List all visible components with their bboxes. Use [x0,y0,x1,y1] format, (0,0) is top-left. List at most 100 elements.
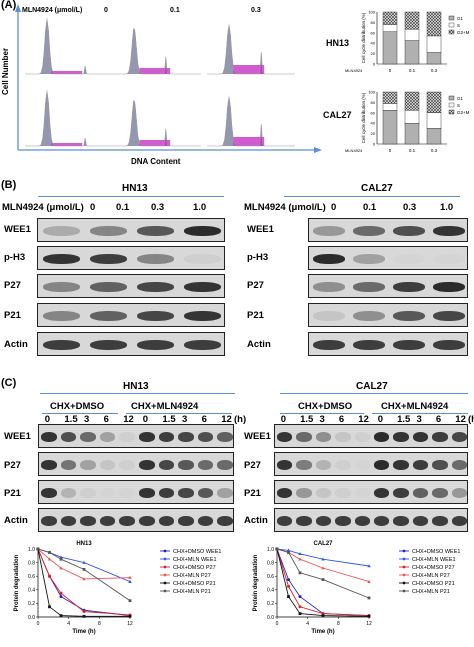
blot-band [354,515,371,526]
bar-segment-S [426,112,442,129]
series-point [82,610,86,614]
bar-legend-label: G1 [457,96,464,101]
series-point [128,614,132,618]
blot-band [183,310,222,321]
bar-legend-swatch [448,22,455,28]
blot-c-cal27-Actin [274,508,468,532]
bar-legend-label: G2+M [457,110,470,115]
series-point [321,557,325,561]
legend-label: CHX+MLN P21 [412,589,450,595]
series-point [59,591,63,595]
line-ytick-label: 0.0 [267,615,274,621]
blot-band [393,281,425,292]
histogram-fill [207,23,295,74]
bar-chart-1: 0 20 40 60 80 100 0 0.1 0.3 MLN4924 Cell cycle dis… [345,90,470,154]
histogram-outline [25,19,113,75]
line-ytick-label: 0.2 [267,601,274,607]
histogram-0-0 [25,17,113,75]
blot-band [178,515,194,526]
legend-marker [402,581,406,585]
b-row-actin: Actin [4,339,28,350]
blot-band [119,515,136,526]
series-point [298,605,302,609]
bar-ytick-label: 20 [371,131,376,136]
line-xtick-label: 4 [306,621,309,627]
blot-c-cal27-P27 [274,452,468,476]
bar-segment-G2+M [404,91,420,111]
panel-c-hn13-line [40,393,235,394]
c-cal27-group-line-2 [372,413,468,414]
blot-band [433,225,465,236]
bar-segment-G2+M [404,11,420,30]
legend-label: CHX+MLN WEE1 [412,557,456,563]
line-ytick-label: 1.0 [267,547,274,553]
s-phase-fill [233,65,265,74]
c-row-p21: P21 [4,488,21,499]
blot-band [353,310,385,321]
blot-c-hn13-P27 [38,452,234,476]
c-time-label: 0 [44,414,51,425]
bar-segment-G1 [404,122,420,145]
bar-ytick-label: 80 [371,100,376,105]
series-point [48,605,51,609]
panel-b-conc-3: 1.0 [193,202,207,213]
blot-band [373,431,390,442]
blot-band [40,515,57,526]
series-point [82,560,86,564]
blot-band [432,459,448,470]
legend-marker [402,565,406,569]
histogram-fill [207,95,295,146]
histogram-outline [207,97,295,147]
c-time-unit: (h) [234,414,247,425]
blot-band [138,487,155,498]
c-row-wee1-cal27: WEE1 [244,431,271,442]
blot-band [313,253,345,264]
blot-band [313,339,345,350]
blot-band [183,339,222,350]
line-xtick-label: 8 [337,621,340,627]
line-ytick-label: 0.2 [28,601,35,607]
blot-c-hn13-WEE1 [38,424,234,448]
blot-band [433,254,465,264]
bar-segment-G1 [382,109,398,145]
c-time-label: 1.5 [162,414,176,425]
blot-band [373,487,390,498]
blot-band [197,515,214,526]
degradation-chart-1: CAL27 0.0 0.2 0.4 0.6 0.8 1.0 0 4 8 12 Time (h) Prot… [253,541,460,635]
blot-band [99,459,116,470]
panel-c-cell-cal27: CAL27 [356,381,388,392]
c-time-label: 1.5 [397,414,411,425]
c-row-actin-cal27: Actin [244,515,268,526]
blot-band [296,431,312,442]
blot-band [136,253,175,264]
bar-segment-G1 [426,128,442,145]
blot-band [433,310,465,321]
c-time-label: 1.5 [300,414,314,425]
blot-band [89,225,128,236]
line-xtick-label: 4 [67,621,70,627]
bar-ytick-label: 40 [371,41,376,46]
histogram-0-2 [207,23,295,75]
histogram-outline [207,25,295,75]
series-point [36,547,40,551]
blot-band [197,459,214,470]
blot-band [296,515,312,526]
series-point [287,584,290,588]
bar-legend-label: S [457,103,460,108]
histogram-fill [25,17,113,74]
blot-band [393,225,425,236]
series-point [321,614,325,618]
histogram-fill [25,89,113,146]
c-cal27-group-dmso: CHX+DMSO [298,401,353,412]
blot-band [42,339,81,350]
cell-line-hn13-a: HN13 [326,38,350,48]
blot-band [60,431,77,442]
blot-band [276,431,293,442]
bar-ytick-label: 60 [371,30,376,35]
blot-band [60,515,77,526]
series-line-CHX+DMSO P21 [37,548,130,617]
line-ytick-label: 1.0 [28,547,35,553]
blot-band [100,488,116,498]
c-time-label: 12 [358,414,369,425]
blot-band [136,310,175,321]
